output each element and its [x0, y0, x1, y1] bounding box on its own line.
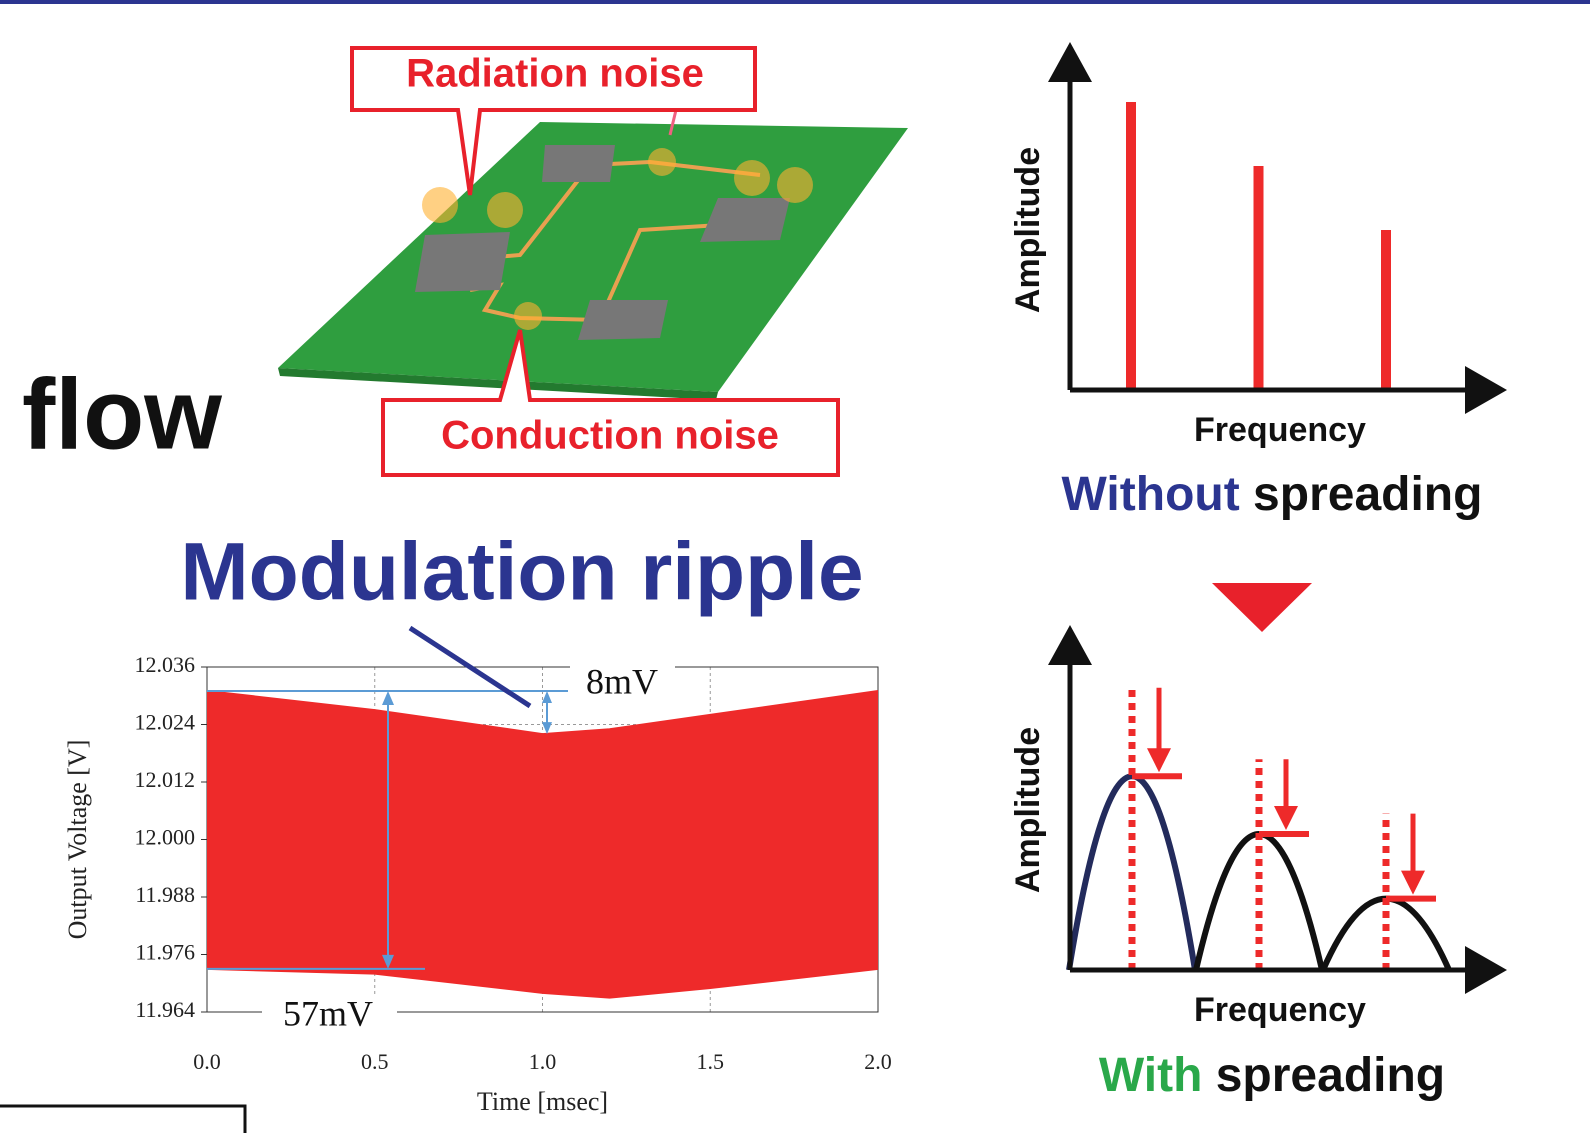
- axis-arrow: [1465, 366, 1507, 414]
- pcb-illustration: [278, 109, 908, 400]
- caption-word: spreading: [1216, 1049, 1445, 1102]
- axis-arrow: [1048, 42, 1092, 82]
- y-tick-label: 12.036: [135, 652, 196, 677]
- ripple-band: [207, 690, 878, 998]
- y-tick-label: 11.964: [135, 997, 195, 1022]
- arrow-head: [542, 690, 552, 703]
- axis-arrow: [1048, 625, 1092, 665]
- axis-arrow: [1465, 946, 1507, 994]
- caption-word: With: [1099, 1049, 1203, 1102]
- x-axis-label: Frequency: [1194, 411, 1366, 449]
- x-axis-label: Time [msec]: [477, 1087, 608, 1116]
- arrow-head: [1147, 748, 1171, 773]
- y-tick-label: 12.012: [135, 767, 196, 792]
- spread-hump: [1320, 895, 1452, 972]
- callout-box: [350, 46, 757, 196]
- x-tick-label: 0.0: [193, 1049, 221, 1074]
- y-tick-label: 11.976: [135, 940, 195, 965]
- caption-word: spreading: [1253, 468, 1482, 521]
- chart-title: Modulation ripple: [180, 527, 863, 618]
- arrow-head: [382, 954, 394, 969]
- y-tick-label: 12.000: [135, 825, 196, 850]
- caption-word: Without: [1062, 468, 1240, 521]
- bar: [1126, 102, 1136, 390]
- label-bg: [570, 660, 675, 710]
- arrow-head: [382, 690, 394, 705]
- label-bg: [262, 995, 397, 1040]
- bar: [1381, 230, 1391, 390]
- caption: With spreading: [1099, 1049, 1445, 1102]
- caption: Without spreading: [1062, 468, 1483, 521]
- x-axis-label: Frequency: [1194, 991, 1366, 1029]
- upper-envelope: [206, 689, 879, 736]
- arrow-head: [1401, 870, 1425, 895]
- callout-text: Conduction noise: [441, 414, 779, 458]
- arrow-head: [542, 722, 552, 735]
- down-arrow: [1212, 583, 1312, 632]
- x-tick-label: 1.5: [697, 1049, 725, 1074]
- y-axis-label: Amplitude: [1009, 727, 1047, 893]
- arrow-head: [1274, 806, 1298, 830]
- bar: [1253, 166, 1264, 390]
- callout-box: [381, 329, 840, 477]
- annotation: 8mV: [586, 661, 658, 701]
- annotation: 57mV: [283, 993, 373, 1033]
- y-axis-label: Amplitude: [1009, 147, 1047, 313]
- box-frame: [0, 1104, 247, 1133]
- x-tick-label: 2.0: [864, 1049, 892, 1074]
- y-tick-label: 12.024: [135, 710, 196, 735]
- y-tick-label: 11.988: [135, 882, 195, 907]
- top-bar: [0, 0, 1590, 4]
- x-tick-label: 0.5: [361, 1049, 389, 1074]
- heading-fragment: flow: [22, 358, 222, 470]
- y-axis-label: Output Voltage [V]: [63, 740, 92, 940]
- lower-envelope: [206, 967, 879, 999]
- callout-text: Radiation noise: [406, 52, 704, 96]
- pointer-line: [408, 625, 532, 709]
- x-tick-label: 1.0: [529, 1049, 557, 1074]
